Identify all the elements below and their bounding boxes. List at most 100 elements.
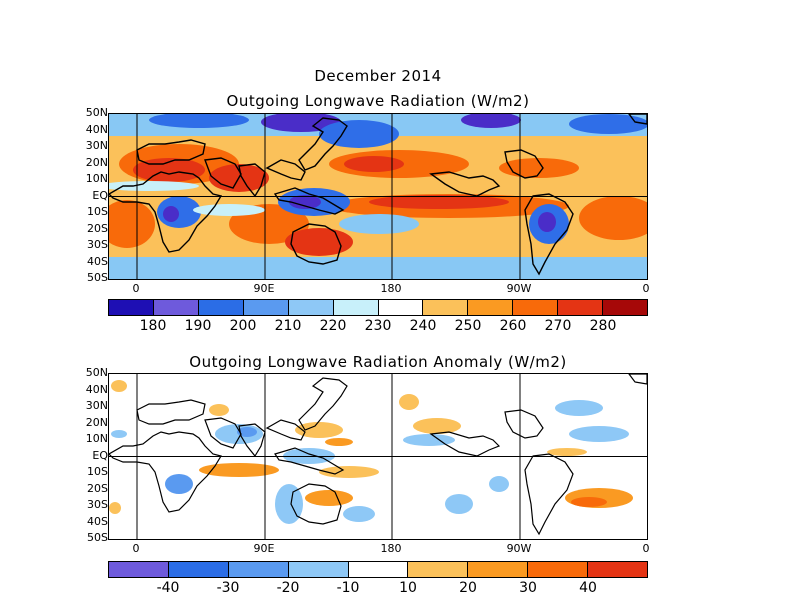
anomaly-lat-label: 40N — [85, 382, 108, 396]
high-olr-east-atlantic — [109, 200, 155, 248]
olr-colorbar — [108, 299, 648, 316]
olr-lon-label: 0 — [132, 282, 140, 295]
negative-anomaly — [275, 484, 303, 524]
highest-olr-north-pacific — [344, 156, 404, 172]
anomaly-colorbar-swatch — [228, 562, 289, 577]
anomaly-lat-label: 30N — [85, 399, 108, 412]
anomaly-lat-label: 10N — [85, 432, 108, 445]
anomaly-lat-label: 10S — [87, 465, 108, 478]
anomaly-colorbar — [108, 561, 648, 578]
olr-map — [108, 113, 648, 280]
high-olr-mexico — [499, 158, 579, 178]
positive-anomaly — [547, 448, 587, 456]
low-olr-north-pacific — [461, 114, 521, 128]
coastline — [290, 223, 342, 265]
olr-lon-label: 90E — [253, 282, 275, 295]
anomaly-lon-label: 0 — [642, 542, 650, 555]
olr-lat-label: 10N — [85, 172, 108, 185]
coastline — [273, 187, 345, 215]
coastline — [265, 419, 306, 441]
olr-colorbar-swatch — [333, 300, 379, 315]
olr-lat-label: EQ — [92, 188, 108, 202]
anomaly-colorbar-swatch — [348, 562, 409, 577]
strong-positive-anomaly — [325, 438, 353, 446]
olr-colorbar-swatch — [153, 300, 199, 315]
olr-lat-label: 40N — [85, 122, 108, 136]
positive-anomaly — [295, 422, 343, 438]
strong-positive-anomaly — [305, 490, 353, 506]
positive-anomaly — [319, 466, 379, 478]
anomaly-colorbar-swatch — [408, 562, 469, 577]
coastline — [524, 193, 574, 276]
strongest-positive-anomaly — [571, 497, 607, 507]
coastline — [238, 423, 266, 458]
olr-colorbar-swatch — [109, 300, 154, 315]
itcz-atlantic — [109, 181, 199, 191]
olr-colorbar-swatch — [378, 300, 424, 315]
olr-lat-label: 50S — [87, 271, 108, 284]
low-olr-east-asia — [319, 120, 399, 148]
high-olr-south-atlantic — [579, 196, 647, 240]
positive-anomaly — [209, 404, 229, 416]
coastline — [298, 377, 348, 431]
anomaly-colorbar-swatch — [588, 562, 648, 577]
olr-colorbar-swatch — [513, 300, 559, 315]
olr-colorbar-label: 270 — [544, 318, 572, 334]
low-olr-north-atlantic-west — [569, 114, 647, 134]
olr-colorbar-label: 230 — [364, 318, 392, 334]
neutral-band-indian-ocean — [193, 204, 265, 216]
olr-colorbar-label: 260 — [499, 318, 527, 334]
anomaly-colorbar-swatch — [109, 562, 169, 577]
coastline — [429, 171, 501, 197]
coastline — [109, 171, 223, 253]
olr-colorbar-label: 210 — [274, 318, 302, 334]
lowest-olr-congo — [163, 206, 179, 222]
negative-anomaly — [343, 506, 375, 522]
date-title: December 2014 — [314, 67, 442, 85]
olr-anomaly-map-canvas — [109, 374, 647, 539]
anomaly-colorbar-label: 10 — [399, 580, 417, 596]
anomaly-colorbar-swatch — [468, 562, 529, 577]
anomaly-colorbar-label: 40 — [579, 580, 597, 596]
anomaly-lat-label: EQ — [92, 448, 108, 462]
negative-anomaly — [555, 400, 603, 416]
positive-anomaly — [399, 394, 419, 410]
negative-anomaly — [403, 434, 455, 446]
olr-colorbar-label: 280 — [589, 318, 617, 334]
coastline — [628, 374, 647, 385]
olr-colorbar-label: 190 — [184, 318, 212, 334]
olr-colorbar-swatch — [603, 300, 648, 315]
lowest-olr-amazon — [538, 212, 556, 232]
coastline — [290, 483, 342, 525]
olr-lat-label: 30N — [85, 139, 108, 152]
anomaly-lat-label: 20N — [85, 415, 108, 429]
olr-colorbar-swatch — [468, 300, 514, 315]
olr-lat-label: 20N — [85, 155, 108, 169]
olr-anomaly-map — [108, 373, 648, 540]
anomaly-lat-label: 40S — [87, 514, 108, 528]
anomaly-colorbar-label: -40 — [156, 580, 180, 596]
anomaly-lat-label: 30S — [87, 498, 108, 511]
olr-lat-label: 10S — [87, 205, 108, 218]
moist-band-south — [109, 257, 647, 279]
olr-colorbar-swatch — [288, 300, 334, 315]
spcz-band — [339, 214, 419, 234]
coastline — [628, 114, 647, 125]
coastline — [298, 117, 348, 171]
anomaly-lon-label: 90E — [253, 542, 275, 555]
negative-anomaly — [111, 430, 127, 438]
olr-lon-label: 90W — [506, 282, 532, 295]
positive-anomaly — [111, 380, 127, 392]
coastline — [274, 447, 345, 475]
olr-colorbar-label: 180 — [139, 318, 167, 334]
olr-map-canvas — [109, 114, 647, 279]
coastline — [429, 431, 501, 457]
olr-lat-label: 40S — [87, 254, 108, 268]
low-olr-asia — [261, 114, 341, 132]
strong-negative-anomaly — [237, 427, 257, 437]
positive-anomaly — [109, 502, 121, 514]
anomaly-colorbar-swatch — [168, 562, 229, 577]
anomaly-colorbar-swatch — [288, 562, 349, 577]
anomaly-colorbar-label: -30 — [216, 580, 240, 596]
olr-colorbar-label: 250 — [454, 318, 482, 334]
